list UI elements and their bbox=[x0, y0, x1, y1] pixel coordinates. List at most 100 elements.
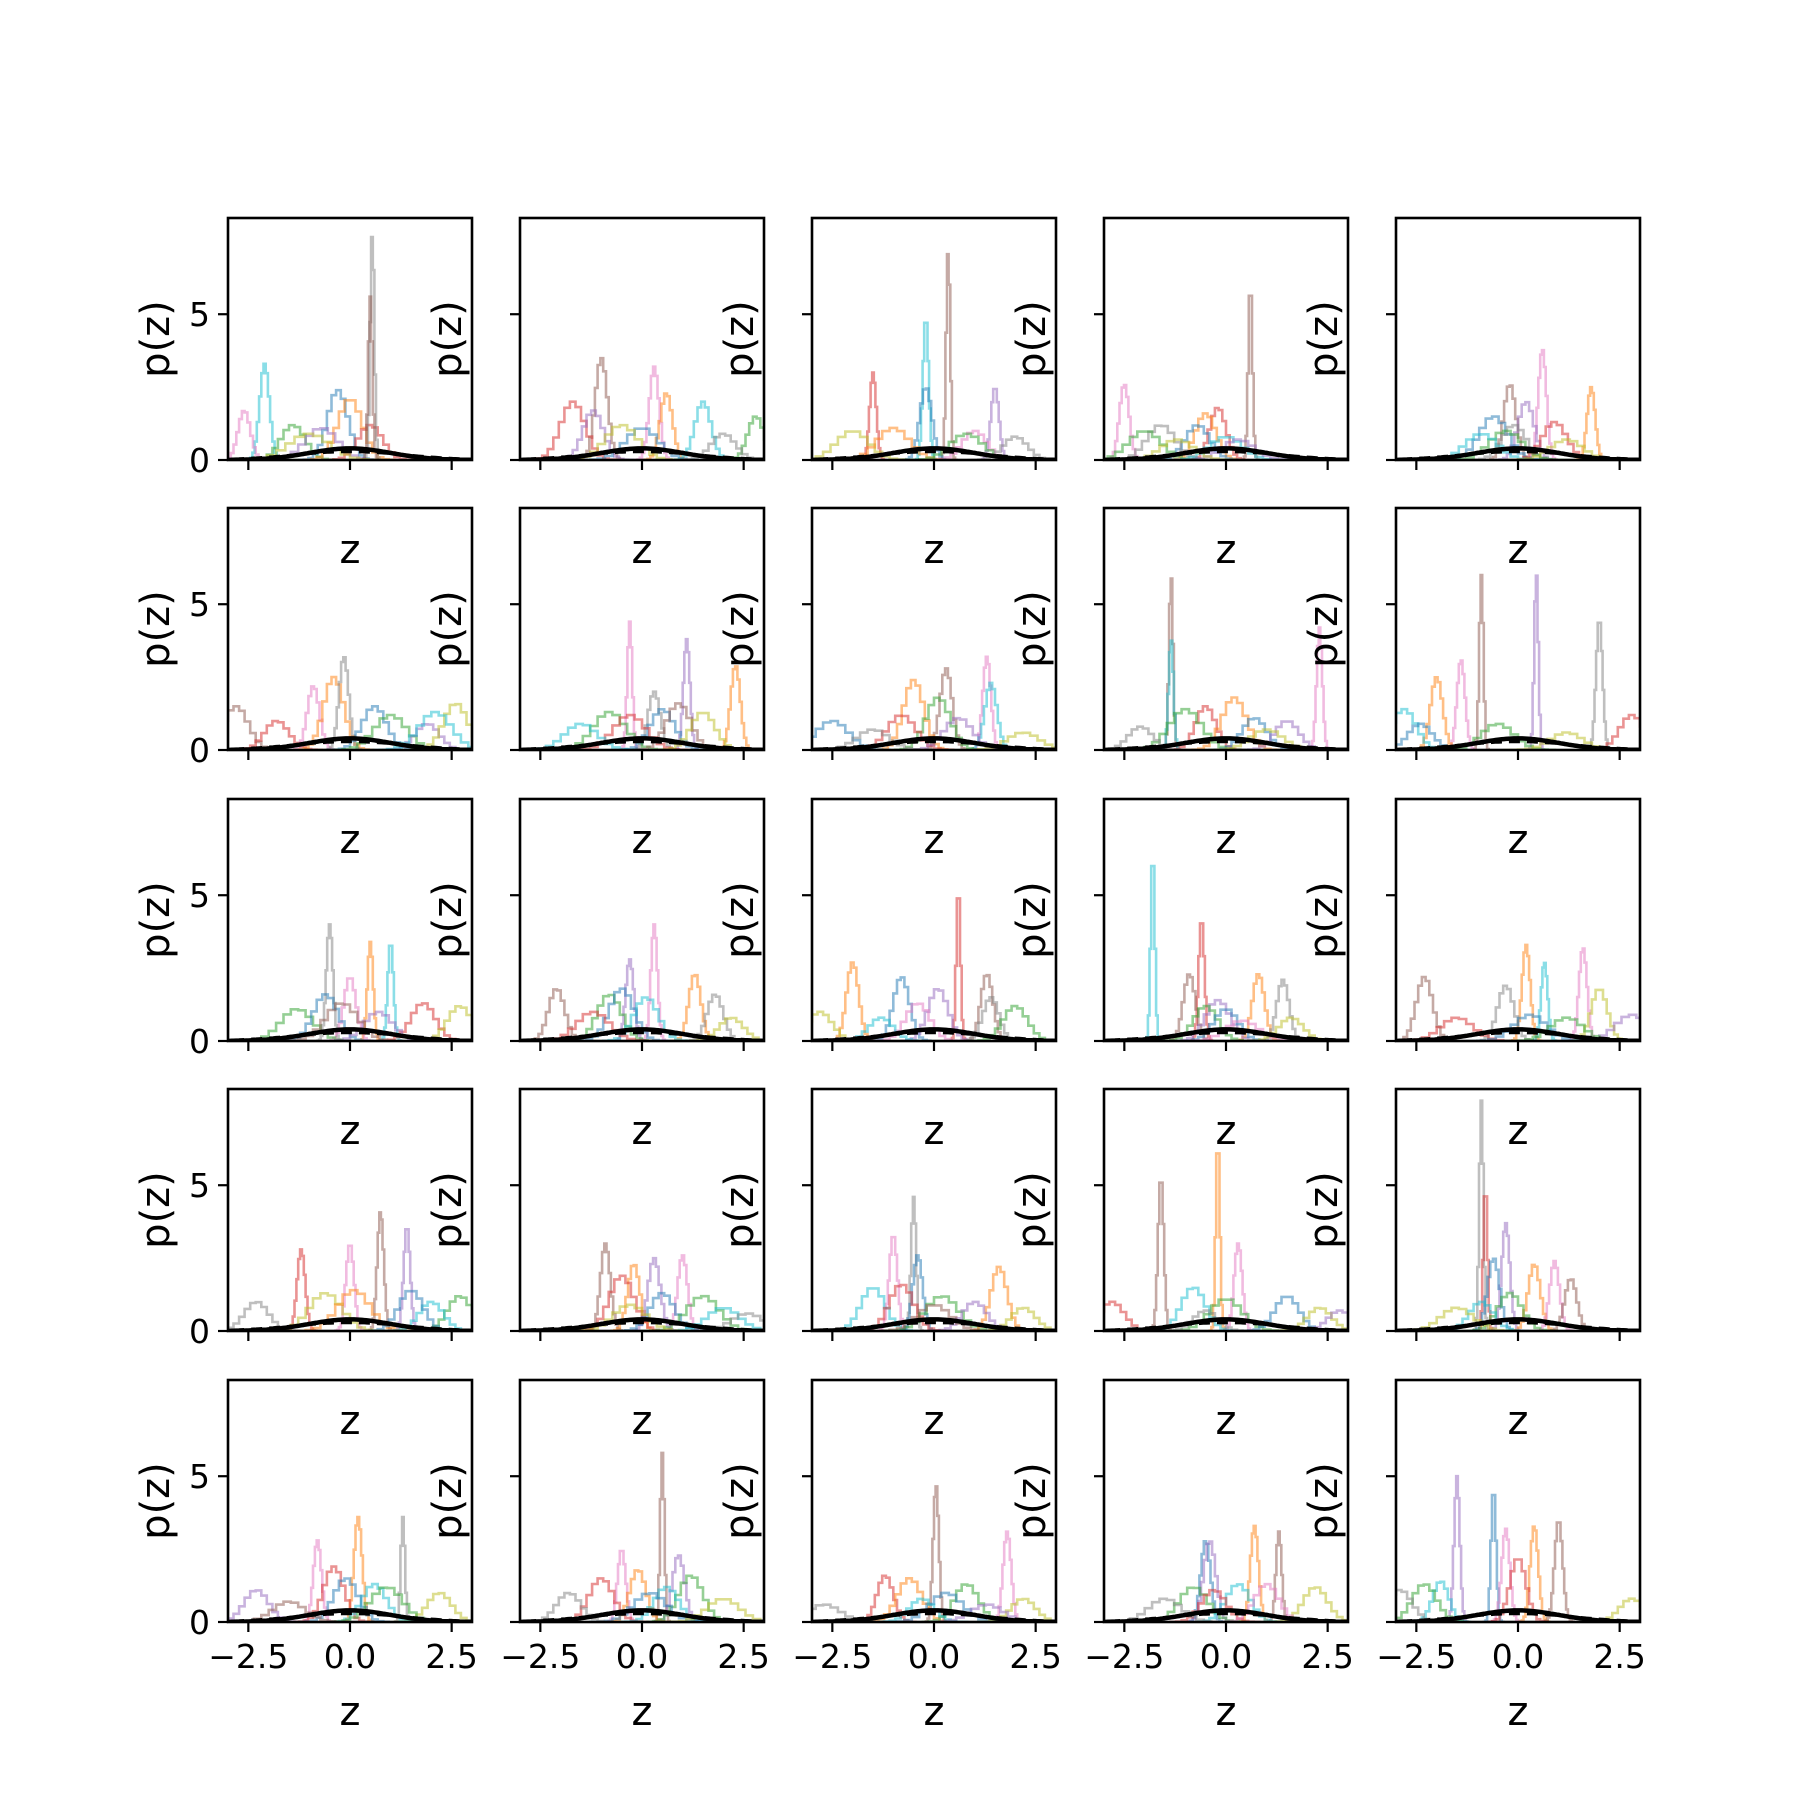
histogram-series-0 bbox=[1472, 1099, 1490, 1331]
subplot-r2-c0: 0 5 z p(z) bbox=[133, 797, 474, 1154]
subplot-r0-c0: 0 5 z p(z) bbox=[133, 216, 474, 573]
histogram-series-0 bbox=[1241, 294, 1260, 460]
histogram-series-2 bbox=[716, 665, 755, 750]
x-axis-label: z bbox=[1216, 817, 1237, 863]
subplot-r0-c2: z p(z) bbox=[717, 216, 1058, 573]
y-axis-label: p(z) bbox=[717, 590, 763, 668]
x-axis-label: z bbox=[1508, 1398, 1529, 1444]
y-axis-label: p(z) bbox=[133, 881, 179, 959]
x-axis-label: z bbox=[1508, 527, 1529, 573]
y-tick-label: 5 bbox=[189, 1457, 210, 1496]
subplot-r3-c4: z p(z) bbox=[1301, 1087, 1642, 1444]
y-axis-label: p(z) bbox=[1301, 1462, 1347, 1540]
subplot-r4-c4: −2.5 0.0 2.5 z p(z) bbox=[1301, 1378, 1646, 1735]
y-axis-label: p(z) bbox=[1301, 590, 1347, 668]
x-tick-label: 0.0 bbox=[324, 1637, 376, 1676]
x-axis-label: z bbox=[340, 1108, 361, 1154]
y-axis-label: p(z) bbox=[425, 300, 471, 378]
subplot-r4-c0: −2.5 0.0 2.5 0 5 z p(z) bbox=[133, 1378, 478, 1735]
y-tick-label: 0 bbox=[189, 1022, 210, 1061]
y-axis-label: p(z) bbox=[1301, 1171, 1347, 1249]
plot-area bbox=[1396, 573, 1640, 750]
y-axis-label: p(z) bbox=[1301, 300, 1347, 378]
x-tick-label: 0.0 bbox=[908, 1637, 960, 1676]
y-tick-label: 5 bbox=[189, 1166, 210, 1205]
subplot-r2-c1: z p(z) bbox=[425, 797, 766, 1154]
x-tick-label: 2.5 bbox=[1593, 1637, 1645, 1676]
y-axis-label: p(z) bbox=[717, 300, 763, 378]
plot-area bbox=[228, 656, 472, 750]
histogram-series-2 bbox=[1307, 626, 1332, 750]
y-axis-label: p(z) bbox=[1009, 590, 1055, 668]
subplot-r4-c3: −2.5 0.0 2.5 z p(z) bbox=[1009, 1378, 1354, 1735]
subplot-r3-c1: z p(z) bbox=[425, 1087, 766, 1444]
y-tick-label: 5 bbox=[189, 585, 210, 624]
x-axis-label: z bbox=[632, 1108, 653, 1154]
x-axis-label: z bbox=[632, 817, 653, 863]
subplot-r0-c3: z p(z) bbox=[1009, 216, 1350, 573]
plot-area bbox=[812, 655, 1056, 750]
y-axis-label: p(z) bbox=[133, 1171, 179, 1249]
histogram-series-7 bbox=[601, 996, 694, 1041]
histogram-series-3 bbox=[634, 365, 675, 460]
histogram-series-1 bbox=[1526, 574, 1546, 750]
histogram-series-2 bbox=[1489, 1527, 1523, 1622]
y-axis-label: p(z) bbox=[717, 1462, 763, 1540]
subplot-r3-c0: 0 5 z p(z) bbox=[133, 1087, 474, 1444]
x-axis-label: z bbox=[924, 1689, 945, 1735]
subplot-r4-c1: −2.5 0.0 2.5 z p(z) bbox=[425, 1378, 770, 1735]
histogram-series-1 bbox=[1574, 385, 1608, 460]
x-tick-label: 0.0 bbox=[1200, 1637, 1252, 1676]
subplot-r4-c2: −2.5 0.0 2.5 z p(z) bbox=[717, 1378, 1062, 1735]
y-tick-label: 5 bbox=[189, 876, 210, 915]
x-axis-label: z bbox=[340, 527, 361, 573]
histogram-series-4 bbox=[1511, 1263, 1559, 1331]
subplot-r1-c2: z p(z) bbox=[717, 506, 1058, 863]
histogram-series-0 bbox=[640, 923, 668, 1041]
histogram-series-9 bbox=[372, 710, 472, 750]
y-tick-label: 0 bbox=[189, 731, 210, 770]
histogram-series-6 bbox=[725, 415, 764, 460]
histogram-series-4 bbox=[900, 988, 977, 1041]
histogram-series-0 bbox=[585, 1242, 626, 1331]
histogram-series-3 bbox=[526, 988, 588, 1041]
histogram-series-0 bbox=[619, 620, 640, 750]
x-axis-label: z bbox=[340, 1689, 361, 1735]
histogram-series-1 bbox=[1148, 1181, 1174, 1331]
x-axis-label: z bbox=[924, 817, 945, 863]
x-axis-label: z bbox=[924, 1108, 945, 1154]
histogram-series-1 bbox=[921, 667, 972, 750]
x-axis-label: z bbox=[1216, 1398, 1237, 1444]
y-axis-label: p(z) bbox=[425, 1462, 471, 1540]
plot-area bbox=[520, 1242, 764, 1331]
y-tick-label: 0 bbox=[189, 1603, 210, 1642]
subplot-r1-c0: 0 5 z p(z) bbox=[133, 506, 474, 863]
y-axis-label: p(z) bbox=[133, 1462, 179, 1540]
x-tick-label: 2.5 bbox=[425, 1637, 477, 1676]
x-axis-label: z bbox=[632, 1689, 653, 1735]
histogram-series-0 bbox=[1472, 573, 1490, 750]
histogram-series-3 bbox=[1396, 975, 1457, 1041]
y-axis-label: p(z) bbox=[425, 590, 471, 668]
plot-area bbox=[1396, 1474, 1640, 1622]
plot-area bbox=[1396, 348, 1640, 460]
plot-area bbox=[1396, 943, 1640, 1041]
subplot-r2-c2: z p(z) bbox=[717, 797, 1058, 1154]
histogram-series-3 bbox=[1518, 1525, 1551, 1622]
x-axis-label: z bbox=[1216, 1108, 1237, 1154]
histogram-series-5 bbox=[880, 1295, 1002, 1331]
subplot-r3-c2: z p(z) bbox=[717, 1087, 1058, 1444]
histogram-series-2 bbox=[378, 944, 404, 1041]
histogram-series-7 bbox=[298, 1577, 391, 1622]
histogram-series-3 bbox=[902, 387, 950, 460]
subplot-r1-c4: z p(z) bbox=[1301, 506, 1642, 863]
histogram-series-3 bbox=[1469, 1257, 1517, 1331]
histogram-series-1 bbox=[392, 1228, 420, 1331]
x-tick-label: −2.5 bbox=[1376, 1637, 1456, 1676]
x-axis-label: z bbox=[340, 817, 361, 863]
x-axis-label: z bbox=[632, 527, 653, 573]
x-tick-label: 2.5 bbox=[717, 1637, 769, 1676]
y-axis-label: p(z) bbox=[425, 881, 471, 959]
y-tick-label: 0 bbox=[189, 1312, 210, 1351]
